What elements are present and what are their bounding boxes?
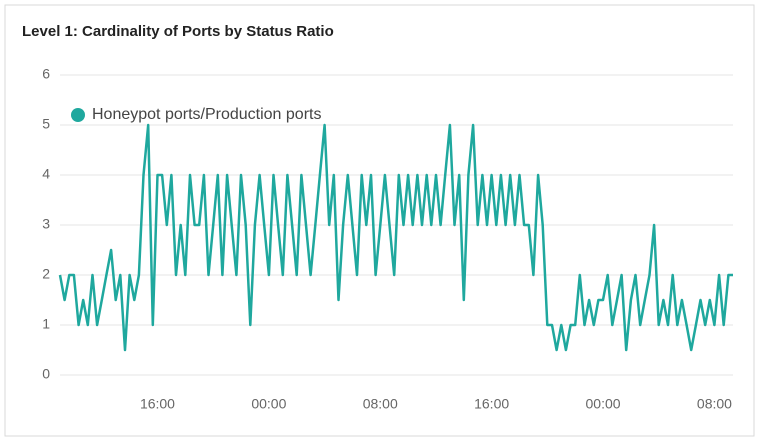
x-tick-label: 00:00 bbox=[251, 396, 286, 412]
y-tick-label: 2 bbox=[42, 266, 50, 282]
y-tick-label: 6 bbox=[42, 66, 50, 82]
legend-swatch bbox=[71, 108, 85, 122]
y-tick-label: 0 bbox=[42, 366, 50, 382]
y-tick-label: 1 bbox=[42, 316, 50, 332]
x-tick-label: 08:00 bbox=[363, 396, 398, 412]
chart-title: Level 1: Cardinality of Ports by Status … bbox=[22, 23, 334, 40]
x-tick-label: 08:00 bbox=[697, 396, 732, 412]
x-tick-label: 00:00 bbox=[586, 396, 621, 412]
x-tick-label: 16:00 bbox=[140, 396, 175, 412]
y-tick-label: 3 bbox=[42, 216, 50, 232]
y-tick-label: 4 bbox=[42, 166, 50, 182]
line bbox=[58, 123, 733, 352]
x-tick-label: 16:00 bbox=[474, 396, 509, 412]
y-tick-label: 5 bbox=[42, 116, 50, 132]
legend-label: Honeypot ports/Production ports bbox=[92, 106, 321, 123]
